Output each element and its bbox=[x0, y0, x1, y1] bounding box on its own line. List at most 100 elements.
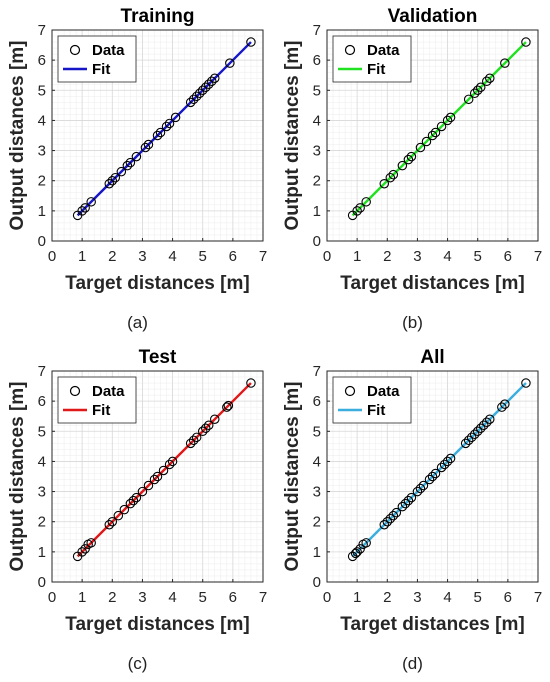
data-point bbox=[391, 507, 402, 518]
panel-all: 0 1 2 3 4 5 6 7 0 1 2 3 4 5 6 7 All Target distances [m] O… bbox=[275, 341, 550, 682]
data-point bbox=[485, 414, 495, 424]
data-point bbox=[469, 429, 480, 440]
data-point bbox=[355, 203, 365, 213]
chart-validation: 0 1 2 3 4 5 6 7 0 1 2 3 4 5 6 7 Validation Target distanc… bbox=[282, 6, 542, 294]
data-point bbox=[225, 58, 235, 68]
chart-title: Training bbox=[121, 6, 195, 27]
data-point bbox=[385, 513, 396, 524]
data-point bbox=[403, 495, 414, 506]
x-tick-label: 6 bbox=[504, 589, 512, 606]
x-tick-label: 0 bbox=[323, 248, 331, 265]
data-point bbox=[430, 127, 441, 138]
x-tick-label: 7 bbox=[534, 248, 542, 265]
data-point bbox=[137, 486, 148, 497]
legend-label-data: Data bbox=[92, 383, 125, 400]
data-point bbox=[388, 169, 399, 180]
data-point bbox=[143, 139, 154, 150]
x-tick-label: 0 bbox=[48, 589, 56, 606]
legend: Data Fit bbox=[332, 376, 412, 424]
data-point bbox=[403, 154, 414, 165]
y-axis-label: Output distances [m] bbox=[7, 40, 28, 230]
x-tick-label: 3 bbox=[413, 589, 421, 606]
data-point bbox=[188, 435, 199, 446]
x-tick-label: 5 bbox=[474, 248, 482, 265]
data-point bbox=[122, 160, 133, 171]
data-points bbox=[347, 37, 531, 221]
data-point bbox=[113, 510, 124, 521]
caption-b: (b) bbox=[402, 313, 423, 332]
data-point bbox=[412, 486, 423, 497]
data-point bbox=[445, 112, 456, 123]
data-point bbox=[361, 538, 371, 548]
data-point bbox=[107, 175, 118, 186]
legend: Data Fit bbox=[332, 35, 412, 83]
axes-box bbox=[51, 29, 264, 242]
data-points bbox=[347, 378, 531, 562]
legend-box bbox=[57, 376, 137, 424]
data-point bbox=[167, 456, 178, 467]
x-tick-label: 4 bbox=[443, 248, 451, 265]
data-point bbox=[246, 37, 256, 47]
data-point bbox=[521, 378, 531, 388]
data-point bbox=[149, 474, 160, 485]
data-point bbox=[469, 88, 480, 99]
data-point bbox=[152, 471, 163, 482]
data-point bbox=[86, 197, 96, 207]
y-tick-label: 5 bbox=[313, 82, 321, 99]
y-tick-label: 4 bbox=[313, 112, 321, 129]
data-point bbox=[155, 127, 166, 138]
x-tick-label: 3 bbox=[138, 248, 146, 265]
data-point bbox=[427, 130, 438, 141]
data-point bbox=[415, 142, 426, 153]
data-point bbox=[194, 88, 205, 99]
data-point bbox=[406, 151, 417, 162]
data-point bbox=[478, 420, 489, 431]
data-point bbox=[436, 121, 447, 132]
y-axis-label: Output distances [m] bbox=[282, 381, 303, 571]
caption-a: (a) bbox=[127, 313, 148, 332]
data-point bbox=[77, 547, 87, 557]
y-tick-label: 3 bbox=[313, 143, 321, 160]
data-point bbox=[200, 82, 211, 93]
x-tick-label: 5 bbox=[199, 248, 207, 265]
data-point bbox=[445, 453, 456, 464]
legend-marker-data bbox=[69, 44, 81, 56]
chart-all: 0 1 2 3 4 5 6 7 0 1 2 3 4 5 6 7 All Target distances [m] O… bbox=[282, 347, 542, 635]
data-point bbox=[442, 115, 453, 126]
x-tick-label: 7 bbox=[534, 589, 542, 606]
legend-marker-data bbox=[344, 385, 356, 397]
data-point bbox=[463, 94, 474, 105]
data-point bbox=[110, 172, 121, 183]
data-point bbox=[210, 73, 220, 83]
panel-test: 0 1 2 3 4 5 6 7 0 1 2 3 4 5 6 7 Test Target distances [m]… bbox=[0, 341, 275, 682]
data-point bbox=[430, 468, 441, 479]
x-tick-label: 0 bbox=[48, 248, 56, 265]
caption-d: (d) bbox=[402, 654, 423, 673]
x-tick-label: 1 bbox=[78, 589, 86, 606]
y-tick-label: 5 bbox=[38, 423, 46, 440]
y-tick-label: 0 bbox=[38, 574, 46, 591]
data-point bbox=[385, 172, 396, 183]
data-point bbox=[170, 112, 181, 123]
data-point bbox=[185, 438, 196, 449]
data-point bbox=[161, 121, 172, 132]
data-point bbox=[500, 58, 510, 68]
data-point bbox=[222, 402, 232, 412]
x-axis-label: Target distances [m] bbox=[65, 273, 249, 294]
x-tick-label: 2 bbox=[108, 589, 116, 606]
y-tick-label: 5 bbox=[313, 423, 321, 440]
x-tick-label: 0 bbox=[323, 589, 331, 606]
legend-label-data: Data bbox=[367, 383, 400, 400]
data-point bbox=[406, 492, 417, 503]
data-point bbox=[80, 203, 90, 213]
data-point bbox=[352, 547, 362, 557]
x-tick-label: 4 bbox=[168, 248, 176, 265]
y-tick-label: 7 bbox=[38, 363, 46, 380]
data-point bbox=[400, 498, 411, 509]
data-point bbox=[143, 480, 154, 491]
data-point bbox=[388, 510, 399, 521]
y-tick-label: 3 bbox=[38, 484, 46, 501]
data-point bbox=[463, 435, 474, 446]
data-point bbox=[460, 438, 471, 449]
axes-box bbox=[51, 370, 264, 583]
